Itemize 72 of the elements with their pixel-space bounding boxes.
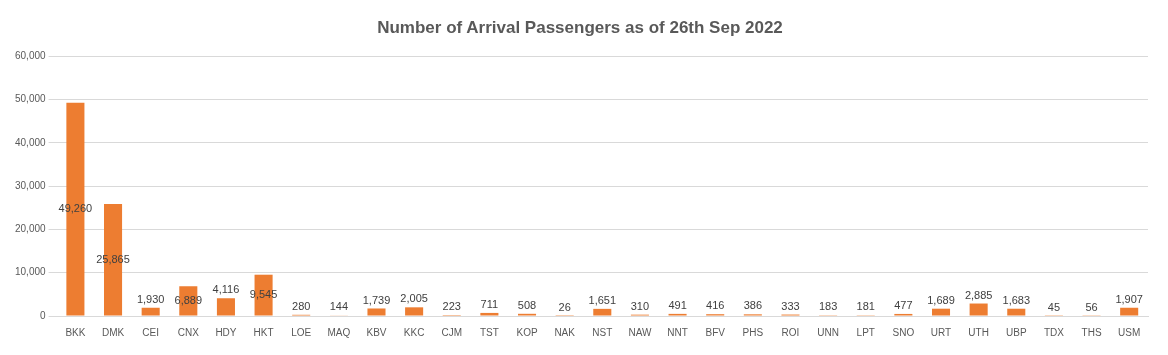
x-tick-label: NNT <box>667 326 688 338</box>
x-tick-label: UTH <box>968 326 989 338</box>
x-tick-label: PHS <box>742 326 764 338</box>
data-label: 45 <box>1047 300 1061 313</box>
data-label: 2,005 <box>400 292 428 305</box>
data-label: 386 <box>743 299 763 312</box>
data-label: 144 <box>329 300 349 313</box>
y-tick-label: 40,000 <box>14 136 47 148</box>
x-tick-label: HDY <box>215 326 237 338</box>
x-tick-label: BKK <box>65 326 86 338</box>
y-tick-label: 20,000 <box>14 223 47 235</box>
y-tick-label: 0 <box>40 309 47 321</box>
bar <box>216 298 235 316</box>
data-label: 508 <box>517 298 537 311</box>
x-tick-label: DMK <box>101 326 125 338</box>
y-tick-label: 60,000 <box>14 50 47 62</box>
data-label: 1,651 <box>588 293 617 306</box>
data-label: 1,930 <box>136 292 165 305</box>
x-tick-label: URT <box>930 326 952 338</box>
x-tick-label: CEI <box>142 326 160 338</box>
y-tick-label: 50,000 <box>14 93 47 105</box>
x-tick-label: BFV <box>705 326 726 338</box>
x-tick-label: UNN <box>817 326 839 338</box>
bar <box>969 303 988 316</box>
data-label: 711 <box>480 297 499 310</box>
data-label: 280 <box>292 299 311 312</box>
x-tick-label: CNX <box>177 326 200 338</box>
data-label: 1,739 <box>362 293 391 306</box>
x-tick-label: USM <box>1118 326 1141 338</box>
x-tick-label: CJM <box>441 326 463 338</box>
chart-title: Number of Arrival Passengers as of 26th Sep 2022 <box>377 17 783 37</box>
x-tick-label: LOE <box>291 326 312 338</box>
data-label: 181 <box>856 300 875 313</box>
data-label: 491 <box>668 298 687 311</box>
data-label: 4,116 <box>212 283 240 296</box>
x-tick-label: THS <box>1081 326 1102 338</box>
data-label: 1,683 <box>1002 293 1031 306</box>
x-tick-label: KOP <box>516 326 538 338</box>
y-tick-label: 30,000 <box>14 179 47 191</box>
x-tick-label: NAW <box>628 326 652 338</box>
x-tick-label: KKC <box>403 326 425 338</box>
bar <box>480 312 499 316</box>
x-tick-label: ROI <box>781 326 800 338</box>
x-tick-label: NST <box>592 326 613 338</box>
x-tick-label: SNO <box>892 326 915 338</box>
x-tick-label: LPT <box>856 326 875 338</box>
bar <box>141 307 160 316</box>
x-tick-label: NAK <box>554 326 576 338</box>
data-label: 56 <box>1085 300 1098 313</box>
x-tick-label: TDX <box>1043 326 1065 338</box>
data-label: 310 <box>630 299 650 312</box>
data-label: 2,885 <box>964 288 993 301</box>
y-tick-label: 10,000 <box>14 266 47 278</box>
bar <box>367 308 386 316</box>
x-tick-label: MAQ <box>327 326 351 338</box>
x-tick-label: HKT <box>253 326 274 338</box>
data-label: 1,907 <box>1115 292 1143 305</box>
data-label: 416 <box>706 299 725 312</box>
bar <box>593 308 612 316</box>
bar <box>1120 307 1139 316</box>
data-label: 1,689 <box>927 293 955 306</box>
data-label: 26 <box>558 300 571 313</box>
bar <box>931 308 951 316</box>
bar <box>1007 308 1026 316</box>
data-label: 333 <box>781 299 800 312</box>
x-tick-label: TST <box>479 326 499 338</box>
data-label: 477 <box>894 298 913 311</box>
data-label: 183 <box>818 300 838 313</box>
bar <box>405 307 424 316</box>
x-tick-label: KBV <box>366 326 387 338</box>
data-label: 223 <box>442 300 461 313</box>
x-tick-label: UBP <box>1006 326 1027 338</box>
